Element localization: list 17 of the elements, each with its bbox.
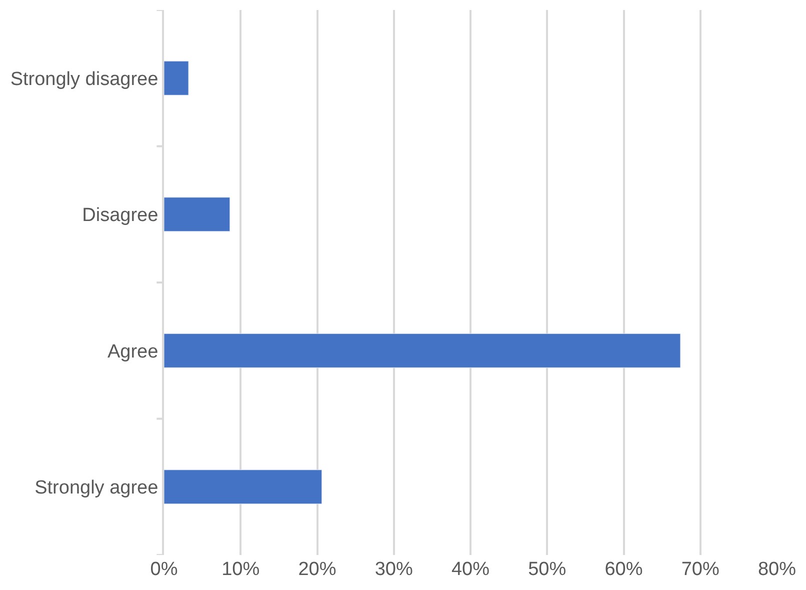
x-tick-label: 30%	[374, 559, 413, 580]
y-tick-label: Strongly agree	[34, 478, 158, 499]
y-tick-label: Agree	[107, 341, 158, 362]
bar	[164, 197, 230, 232]
bar	[164, 333, 681, 368]
x-tick-label: 20%	[298, 559, 336, 580]
x-tick-label: 60%	[604, 559, 643, 580]
x-tick-label: 80%	[758, 559, 796, 580]
x-tick-label: 50%	[528, 559, 566, 580]
y-tick-label: Disagree	[82, 205, 158, 226]
bar	[164, 470, 322, 504]
bar	[164, 60, 189, 96]
x-tick-label: 0%	[150, 559, 178, 580]
x-tick-label: 40%	[451, 559, 490, 580]
x-tick-label: 70%	[681, 559, 720, 580]
y-tick-label: Strongly disagree	[10, 68, 158, 90]
x-tick-label: 10%	[222, 559, 260, 580]
